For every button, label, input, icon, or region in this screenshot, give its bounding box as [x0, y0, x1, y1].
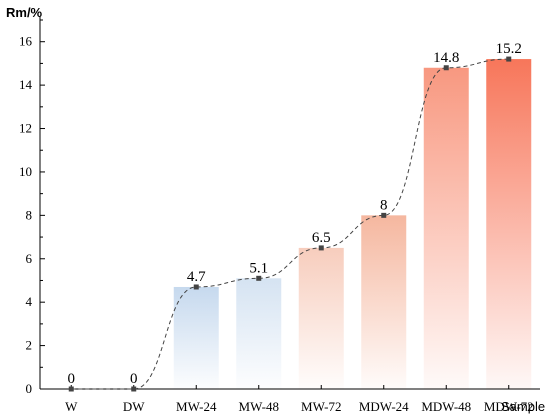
bar-mw-72	[298, 247, 344, 389]
point-marker	[256, 275, 262, 281]
data-label: 5.1	[249, 260, 268, 276]
bar-mw-24	[173, 286, 219, 389]
y-tick-label: 4	[26, 294, 33, 309]
x-tick-label: MW-72	[301, 399, 341, 414]
data-label: 15.2	[496, 41, 522, 57]
x-tick-label: MDW-48	[421, 399, 471, 414]
point-marker	[193, 284, 199, 290]
data-label: 4.7	[187, 269, 206, 285]
point-marker	[68, 386, 74, 392]
x-axis-title: Sample	[501, 399, 545, 414]
y-axis: 0 2 4 6 8 10 12 14 16	[19, 16, 45, 396]
point-marker	[131, 386, 137, 392]
point-marker	[381, 212, 387, 218]
y-tick-label: 12	[19, 121, 32, 136]
y-tick-label: 2	[26, 338, 33, 353]
data-labels-layer: 0 0 4.7 5.1 6.5 8 14.8 15.2	[68, 41, 522, 387]
y-axis-title: Rm/%	[6, 5, 43, 20]
point-marker	[443, 65, 449, 71]
bar-mdw-72	[486, 59, 532, 389]
point-marker	[318, 245, 324, 251]
x-tick-label: MW-24	[176, 399, 217, 414]
y-tick-label: 14	[19, 77, 33, 92]
data-label: 8	[380, 197, 388, 213]
bar-mdw-48	[423, 67, 469, 390]
x-tick-label: DW	[123, 399, 145, 414]
trend-line-layer	[68, 56, 512, 392]
x-tick-label: MDW-24	[359, 399, 409, 414]
data-label: 0	[68, 371, 76, 387]
y-tick-label: 8	[26, 207, 33, 222]
bars-layer	[173, 59, 532, 390]
x-tick-label: W	[65, 399, 78, 414]
data-label: 0	[130, 371, 138, 387]
y-tick-label: 6	[26, 251, 33, 266]
x-tick-label: MDW-72	[484, 399, 534, 414]
trend-line	[71, 58, 509, 390]
y-tick-label: 0	[26, 381, 33, 396]
bar-mdw-24	[361, 215, 407, 389]
data-label: 14.8	[433, 50, 459, 66]
x-tick-label: MW-48	[239, 399, 279, 414]
y-tick-label: 10	[19, 164, 32, 179]
point-marker	[506, 56, 512, 62]
y-tick-label: 16	[19, 34, 33, 49]
bar-mw-48	[236, 278, 282, 389]
data-label: 6.5	[312, 230, 331, 246]
